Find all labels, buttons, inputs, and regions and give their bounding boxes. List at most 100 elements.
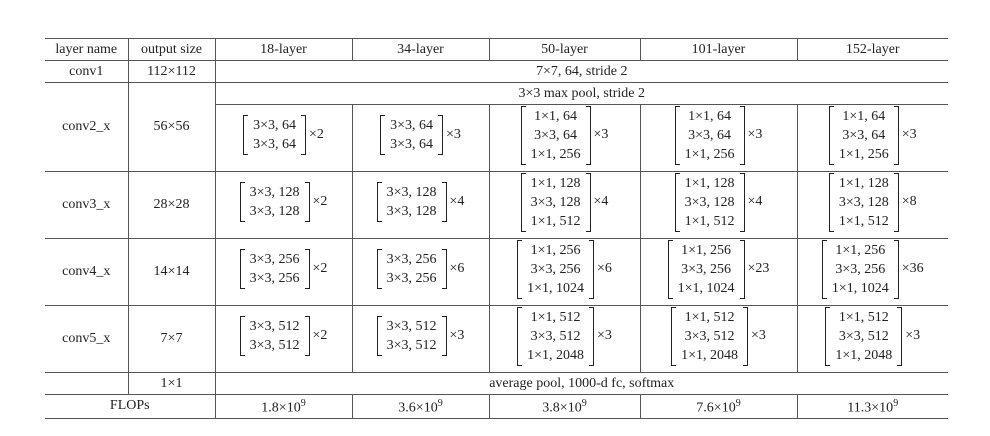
conv-spec: 1×1, 256 xyxy=(835,242,886,258)
block-cell: 1×1, 64 3×3, 64 1×1, 256 ×3 xyxy=(488,104,641,172)
header-row: layer name output size 18-layer 34-layer 50-… xyxy=(45,38,948,61)
left-bracket xyxy=(671,306,677,366)
block-cell: 3×3, 512 3×3, 512 ×2 xyxy=(214,305,353,373)
conv-spec: 3×3, 64 xyxy=(390,137,433,152)
flops-value: 3.8×109 xyxy=(488,394,641,419)
bracket: 3×3, 64 3×3, 64 xyxy=(243,115,306,155)
conv-spec: 3×3, 128 xyxy=(530,194,581,210)
conv-spec: 1×1, 512 xyxy=(838,213,889,229)
block-lines: 1×1, 128 3×3, 128 1×1, 512 xyxy=(834,173,894,232)
left-bracket xyxy=(821,239,827,299)
right-bracket xyxy=(589,306,594,366)
block: 3×3, 64 3×3, 64 ×2 xyxy=(243,115,324,155)
conv-spec: 3×3, 128 xyxy=(684,194,735,210)
conv-spec: 3×3, 256 xyxy=(249,271,300,286)
flops-base: 3.8×10 xyxy=(542,400,582,416)
header-cell: 50-layer xyxy=(488,38,641,61)
conv1-row: conv1 112×112 7×7, 64, stride 2 xyxy=(45,60,948,83)
right-bracket xyxy=(585,172,591,232)
left-bracket xyxy=(520,105,526,165)
conv-spec: 1×1, 128 xyxy=(530,175,581,191)
block-lines: 1×1, 64 3×3, 64 1×1, 256 xyxy=(526,106,586,165)
right-bracket xyxy=(304,249,310,289)
right-bracket xyxy=(589,239,594,299)
conv-spec: 1×1, 512 xyxy=(838,309,889,325)
block-cell: 1×1, 64 3×3, 64 1×1, 256 ×3 xyxy=(796,104,948,172)
bracket: 1×1, 64 3×3, 64 1×1, 256 xyxy=(520,105,591,165)
bracket: 3×3, 512 3×3, 512 xyxy=(239,316,310,356)
block-lines: 3×3, 256 3×3, 256 xyxy=(245,249,305,289)
conv-spec: 3×3, 512 xyxy=(249,319,300,334)
repeat-count: ×2 xyxy=(312,328,328,343)
right-bracket xyxy=(739,172,745,232)
conv-spec: 1×1, 512 xyxy=(530,213,581,229)
output-size: 7×7 xyxy=(127,305,216,373)
conv-spec: 1×1, 512 xyxy=(684,309,735,325)
block-lines: 3×3, 128 3×3, 128 xyxy=(382,182,442,222)
conv-spec: 1×1, 256 xyxy=(681,242,731,258)
left-bracket xyxy=(667,239,673,299)
flops-exponent: 9 xyxy=(581,398,587,409)
left-bracket xyxy=(674,172,680,232)
flops-base: 3.6×10 xyxy=(398,400,438,416)
header-cell: 18-layer xyxy=(214,38,353,61)
block: 1×1, 128 3×3, 128 1×1, 512 ×8 xyxy=(828,172,917,232)
left-bracket xyxy=(239,316,245,356)
block-cell: 3×3, 64 3×3, 64 ×2 xyxy=(215,104,353,172)
block-cell: 3×3, 512 3×3, 512 ×3 xyxy=(351,305,490,373)
block-cell: 3×3, 256 3×3, 256 ×2 xyxy=(214,238,353,306)
flops-base: 1.8×10 xyxy=(261,400,301,416)
block-lines: 3×3, 256 3×3, 256 xyxy=(382,249,442,289)
repeat-count: ×8 xyxy=(901,194,917,209)
repeat-count: ×4 xyxy=(449,194,465,209)
conv-spec: 3×3, 256 xyxy=(835,261,886,277)
conv-spec: 1×1, 2048 xyxy=(527,347,584,363)
flops-label: FLOPs xyxy=(45,394,216,419)
flops-exponent: 9 xyxy=(893,398,899,409)
right-bracket xyxy=(585,105,591,165)
right-bracket xyxy=(301,115,306,155)
layer-spec: 7×7, 64, stride 2 xyxy=(214,60,948,83)
conv-spec: 3×3, 256 xyxy=(681,261,731,277)
left-bracket xyxy=(376,316,382,356)
left-bracket xyxy=(243,115,249,155)
repeat-count: ×2 xyxy=(309,127,324,142)
block: 3×3, 128 3×3, 128 ×2 xyxy=(239,182,327,222)
flops-value: 3.6×109 xyxy=(351,394,490,419)
block-lines: 3×3, 512 3×3, 512 xyxy=(245,316,305,356)
right-bracket xyxy=(739,105,745,165)
header-cell: 101-layer xyxy=(639,38,798,61)
left-bracket xyxy=(239,182,245,222)
block: 1×1, 512 3×3, 512 1×1, 2048 ×3 xyxy=(517,306,612,366)
right-bracket xyxy=(438,115,443,155)
block-lines: 3×3, 512 3×3, 512 xyxy=(382,316,442,356)
conv-spec: 1×1, 256 xyxy=(530,146,581,162)
block-lines: 3×3, 128 3×3, 128 xyxy=(245,182,305,222)
layer-name: conv3_x xyxy=(45,171,129,239)
repeat-count: ×3 xyxy=(905,328,921,343)
conv-spec: 1×1, 128 xyxy=(838,175,889,191)
right-bracket xyxy=(743,306,748,366)
header-cell: layer name xyxy=(45,38,129,61)
conv-spec: 1×1, 512 xyxy=(684,213,735,229)
right-bracket xyxy=(304,182,310,222)
conv-spec: 3×3, 512 xyxy=(838,328,889,344)
table-body: layer name output size 18-layer 34-layer 50-… xyxy=(45,38,948,419)
bracket: 3×3, 256 3×3, 256 xyxy=(376,249,447,289)
block: 3×3, 64 3×3, 64 ×3 xyxy=(380,115,461,155)
header-cell: 152-layer xyxy=(796,38,948,61)
block-cell: 1×1, 256 3×3, 256 1×1, 1024 ×6 xyxy=(488,238,641,306)
conv-spec: 1×1, 1024 xyxy=(831,280,889,296)
bracket: 1×1, 128 3×3, 128 1×1, 512 xyxy=(520,172,591,232)
stage-row: conv2_x 56×56 3×3 max pool, stride 2 xyxy=(45,82,948,172)
block-cell: 1×1, 128 3×3, 128 1×1, 512 ×4 xyxy=(488,171,641,239)
conv-spec: 3×3, 128 xyxy=(249,204,300,219)
conv-spec: 3×3, 256 xyxy=(386,252,437,267)
header-cell: 34-layer xyxy=(351,38,490,61)
conv-spec: 1×1, 1024 xyxy=(527,280,584,296)
block-cell: 1×1, 512 3×3, 512 1×1, 2048 ×3 xyxy=(796,305,948,373)
conv-spec: 1×1, 256 xyxy=(530,242,581,258)
left-bracket xyxy=(380,115,386,155)
bracket: 1×1, 128 3×3, 128 1×1, 512 xyxy=(674,172,745,232)
bracket: 3×3, 64 3×3, 64 xyxy=(380,115,443,155)
